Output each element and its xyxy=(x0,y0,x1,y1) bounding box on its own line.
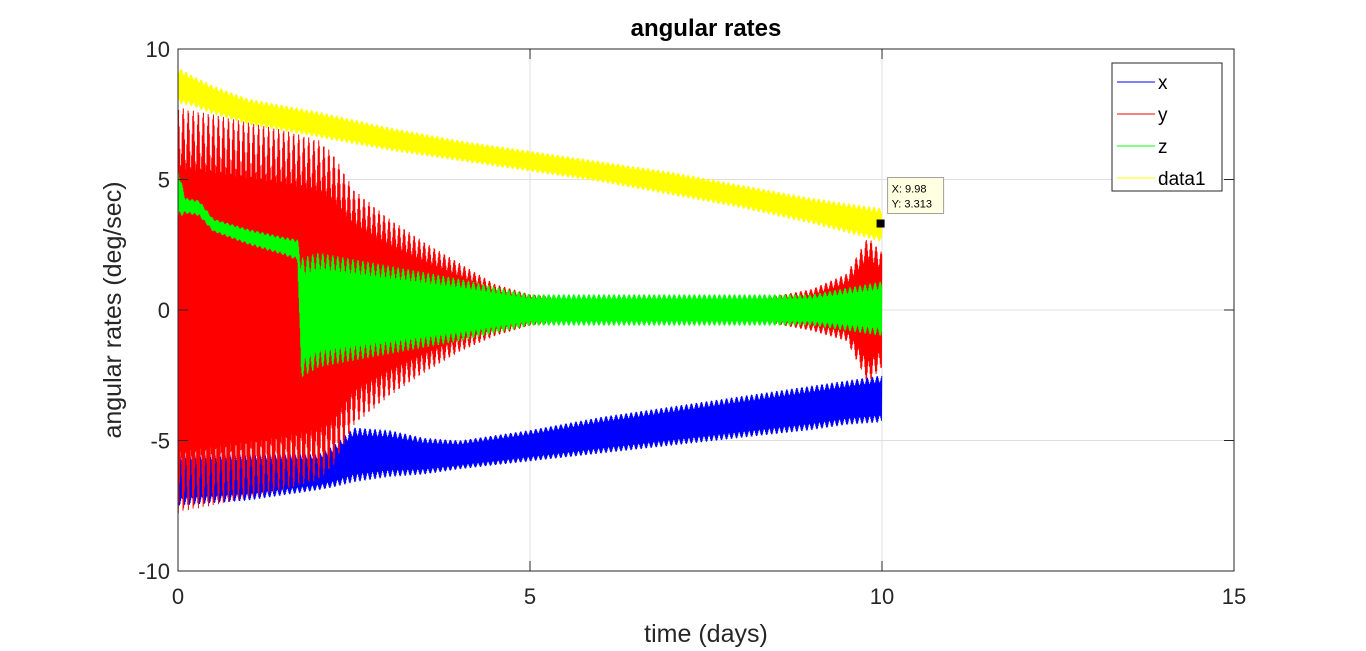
y-tick-label-1: -5 xyxy=(150,429,170,454)
y-axis-label: angular rates (deg/sec) xyxy=(99,181,127,438)
y-tick-label-0: -10 xyxy=(138,559,170,584)
legend-label-data1: data1 xyxy=(1158,169,1206,190)
y-tick-label-3: 5 xyxy=(158,168,170,193)
series-line-z xyxy=(177,168,883,377)
x-tick-label-2: 10 xyxy=(870,584,894,609)
y-tick-label-2: 0 xyxy=(158,298,170,323)
datatip-x-text: X: 9.98 xyxy=(892,184,927,196)
series-layer xyxy=(177,68,883,514)
legend[interactable]: xyz data1 xyxy=(1111,62,1223,192)
legend-box xyxy=(1111,62,1223,192)
chart-title: angular rates xyxy=(631,15,782,42)
datatip-y-text: Y: 3.313 xyxy=(892,199,932,211)
y-tick-label-4: 10 xyxy=(146,37,170,62)
series-line-data1 xyxy=(177,68,883,242)
series-line-x xyxy=(177,375,883,506)
datatip-box xyxy=(887,177,945,215)
ticks: 0 5 10 15 -10 -5 0 5 10 xyxy=(138,37,1246,609)
datatip[interactable]: X: 9.98 Y: 3.313 xyxy=(876,177,945,228)
datatip-marker[interactable] xyxy=(876,219,885,228)
x-axis-label: time (days) xyxy=(644,620,768,648)
legend-label-z: z xyxy=(1158,137,1168,158)
legend-label-y: y xyxy=(1158,105,1168,126)
x-tick-label-0: 0 xyxy=(172,584,184,609)
x-tick-label-1: 5 xyxy=(524,584,536,609)
x-tick-label-3: 15 xyxy=(1222,584,1246,609)
legend-label-x: x xyxy=(1158,73,1168,94)
